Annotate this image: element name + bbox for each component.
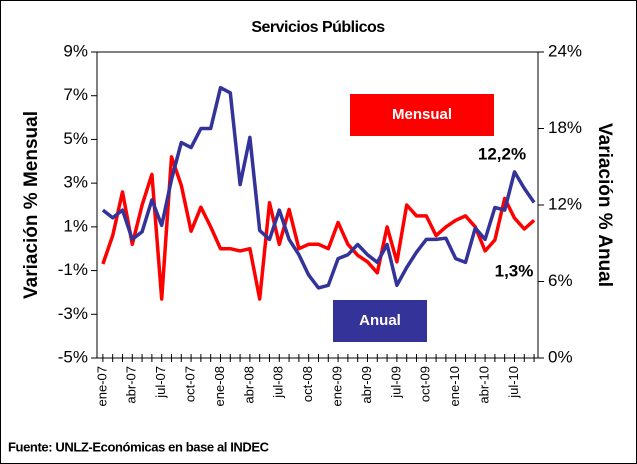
y-axis-label: Variación % Mensual [21, 111, 42, 299]
chart-title: Servicios Públicos [251, 19, 385, 36]
y2-tick-label: 0% [548, 347, 573, 366]
y-tick-label: 5% [63, 129, 88, 148]
x-tick-label: abr-09 [359, 366, 374, 404]
x-tick-label: abr-08 [241, 366, 256, 404]
x-tick-label: abr-10 [477, 366, 492, 404]
y2-tick-label: 24% [548, 41, 582, 60]
y2-tick-label: 12% [548, 194, 582, 213]
x-tick-label: ene-08 [212, 366, 227, 406]
y-tick-label: -1% [58, 260, 88, 279]
x-tick-label: abr-07 [124, 366, 139, 404]
x-tick-label: jul-10 [506, 366, 521, 399]
x-tick-label: ene-07 [94, 366, 109, 406]
y-tick-label: 7% [63, 85, 88, 104]
legend-label: Anual [359, 312, 401, 329]
x-tick-label: jul-08 [271, 366, 286, 399]
annotation: 1,3% [495, 261, 534, 280]
y2-axis-label: Variación % Anual [594, 123, 615, 287]
y-tick-label: 1% [63, 216, 88, 235]
x-tick-label: ene-10 [447, 366, 462, 406]
y-tick-label: -5% [58, 347, 88, 366]
x-tick-label: oct-07 [183, 366, 198, 402]
x-tick-label: jul-07 [153, 366, 168, 399]
series-line [101, 85, 536, 290]
y-tick-label: -3% [58, 304, 88, 323]
x-tick-label: oct-09 [418, 366, 433, 402]
y2-tick-label: 18% [548, 118, 582, 137]
legend-box [333, 300, 427, 342]
annotation: 12,2% [478, 144, 526, 163]
y-tick-label: 3% [63, 173, 88, 192]
x-tick-label: ene-09 [330, 366, 345, 406]
x-tick-label: jul-09 [388, 366, 403, 399]
source: Fuente: UNLZ-Económicas en base al INDEC [8, 439, 270, 454]
x-tick-label: oct-08 [300, 366, 315, 402]
legend-box [350, 94, 494, 136]
y-tick-label: 9% [63, 41, 88, 60]
legend-label: Mensual [392, 106, 452, 123]
y2-tick-label: 6% [548, 271, 573, 290]
